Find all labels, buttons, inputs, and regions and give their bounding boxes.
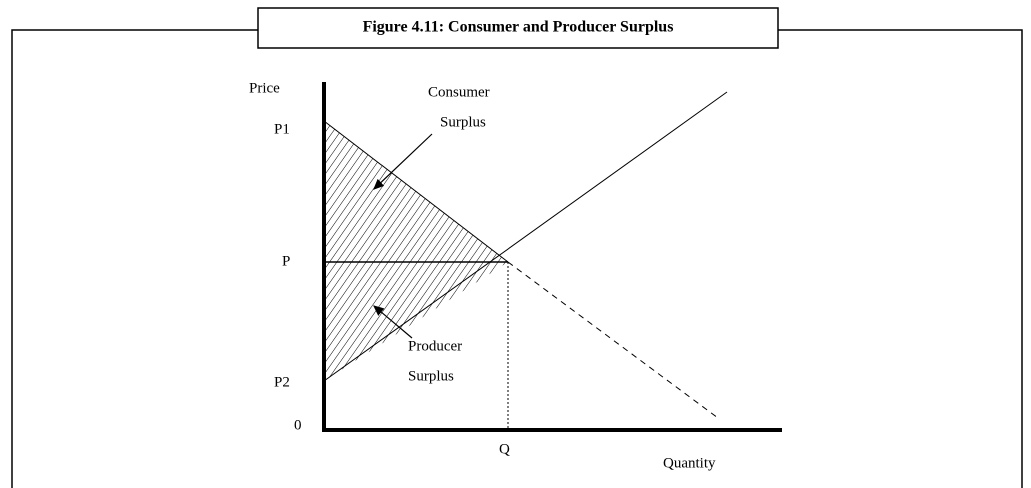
supply-curve: [323, 91, 728, 382]
origin-label: 0: [294, 417, 302, 433]
quantity-label: Q: [499, 441, 510, 457]
annotation: Surplus: [440, 114, 486, 130]
annotation: Consumer: [428, 84, 490, 100]
frame: [11, 29, 1023, 488]
producer-surplus-area: [324, 262, 508, 381]
x-axis-label: Quantity: [663, 455, 716, 471]
arrow: [373, 305, 413, 339]
title-box: [257, 7, 779, 49]
price-label: P: [282, 253, 290, 269]
demand-curve-dashed: [507, 261, 719, 419]
demand-curve: [323, 120, 509, 263]
title: Figure 4.11: Consumer and Producer Surpl…: [363, 19, 674, 36]
y-axis-label: Price: [249, 80, 280, 96]
annotation: Producer: [408, 338, 462, 354]
annotation: Surplus: [408, 368, 454, 384]
price-label: P1: [274, 121, 290, 137]
price-label: P2: [274, 374, 290, 390]
arrow: [373, 133, 433, 190]
